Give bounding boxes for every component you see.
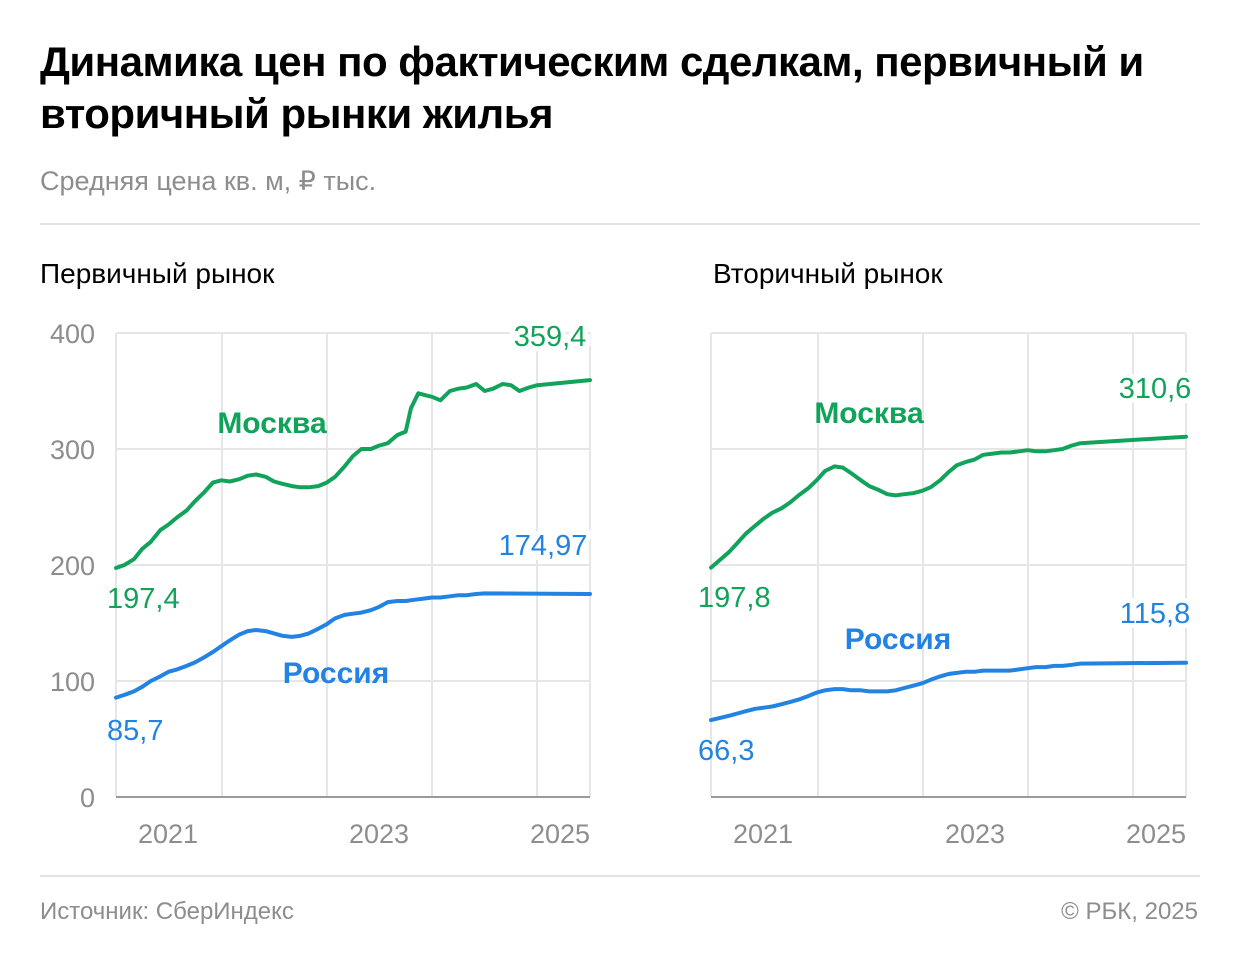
series-line-moscow [114, 378, 592, 570]
source-note: Источник: СберИндекс [40, 898, 294, 925]
panel-title-primary: Первичный рынок [40, 258, 275, 289]
x-tick-label: 2021 [138, 819, 198, 849]
series-name-russia: Россия [845, 623, 952, 656]
series-line-moscow [709, 434, 1188, 570]
x-tick-label: 2023 [945, 819, 1005, 849]
y-tick-label: 200 [50, 551, 95, 581]
x-tick-label: 2023 [349, 819, 409, 849]
x-tick-label: 2025 [530, 819, 590, 849]
x-tick-label: 2025 [1126, 819, 1186, 849]
series-line-russia [114, 591, 592, 700]
chart-subtitle: Средняя цена кв. м, ₽ тыс. [40, 166, 377, 196]
end-value-moscow: 359,4 [514, 321, 587, 353]
y-tick-label: 300 [50, 435, 95, 465]
end-value-moscow: 310,6 [1119, 373, 1192, 405]
page-title: Динамика цен по фактическим сделкам, пер… [40, 38, 1144, 137]
divider-top [40, 223, 1200, 225]
end-value-russia: 115,8 [1120, 598, 1190, 630]
primary-market-chart: 0 100 200 300 400 2021 2023 2025 Москва 197,4 359,… [50, 316, 592, 849]
series-name-moscow: Москва [217, 407, 327, 440]
start-value-russia: 85,7 [107, 715, 163, 747]
y-tick-label: 400 [50, 319, 95, 349]
start-value-moscow: 197,4 [107, 583, 180, 615]
end-value-russia: 174,97 [499, 530, 588, 562]
y-tick-label: 100 [50, 667, 95, 697]
series-name-moscow: Москва [814, 397, 924, 430]
start-value-moscow: 197,8 [698, 582, 771, 614]
panel-title-secondary: Вторичный рынок [713, 258, 943, 289]
copyright: © РБК, 2025 [1061, 898, 1198, 925]
x-tick-label: 2021 [733, 819, 793, 849]
secondary-market-chart: 2021 2023 2025 Москва 197,8 310,6 Россия 66,3 11… [698, 332, 1192, 849]
divider-bottom [40, 875, 1200, 877]
start-value-russia: 66,3 [698, 735, 754, 767]
y-tick-label: 0 [80, 783, 95, 813]
series-name-russia: Россия [283, 657, 390, 690]
series-line-russia [709, 660, 1188, 723]
